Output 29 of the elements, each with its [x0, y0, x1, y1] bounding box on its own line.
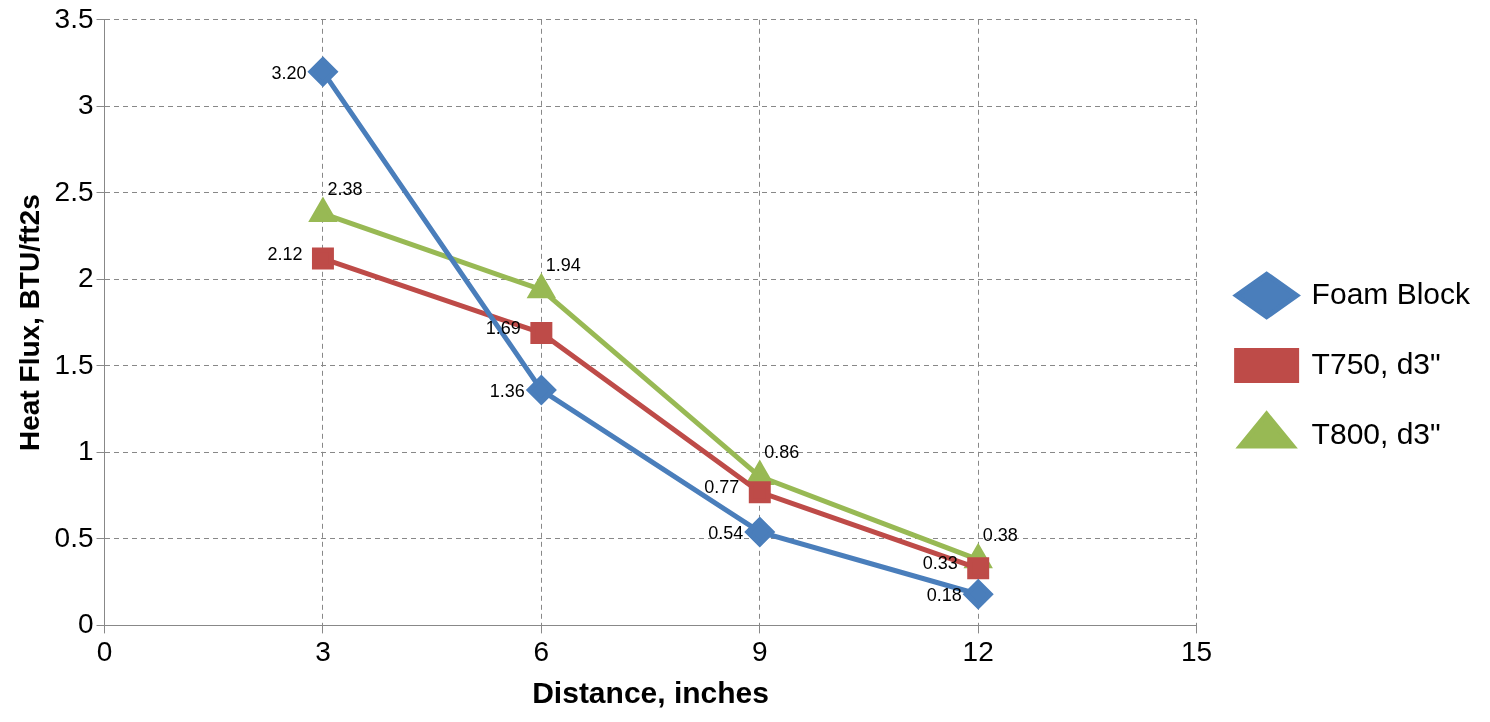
data-label: 0.86: [764, 441, 800, 462]
data-label: 0.33: [922, 553, 958, 574]
x-axis-title: Distance, inches: [532, 676, 769, 710]
x-tick-label: 15: [1181, 635, 1213, 667]
x-tick-label: 6: [533, 635, 550, 667]
data-label: 0.18: [926, 585, 962, 606]
x-tick-label: 12: [962, 635, 994, 667]
data-label: 1.36: [489, 381, 525, 402]
y-tick-label: 3: [77, 89, 94, 121]
y-tick-label: 3.5: [54, 2, 94, 34]
y-axis-title: Heat Flux, BTU/ft2s: [13, 194, 45, 451]
y-tick-label: 2.5: [54, 175, 94, 207]
data-label: 2.12: [267, 243, 303, 264]
legend-label: Foam Block: [1311, 276, 1471, 310]
y-tick-label: 2: [77, 262, 94, 294]
data-label: 0.77: [704, 477, 740, 498]
x-tick-label: 3: [315, 635, 331, 667]
data-label: 0.38: [982, 524, 1018, 545]
legend-label: T750, d3": [1311, 346, 1441, 380]
data-label: 0.54: [708, 522, 744, 543]
y-tick-label: 1.5: [54, 348, 94, 380]
data-label: 2.38: [327, 178, 363, 199]
data-label: 3.20: [271, 62, 307, 83]
x-tick-label: 9: [751, 635, 768, 667]
data-label: 1.94: [545, 254, 581, 275]
y-tick-label: 0.5: [54, 521, 94, 553]
y-tick-label: 0: [77, 608, 94, 640]
y-tick-label: 1: [77, 435, 94, 467]
legend-label: T800, d3": [1311, 416, 1441, 450]
